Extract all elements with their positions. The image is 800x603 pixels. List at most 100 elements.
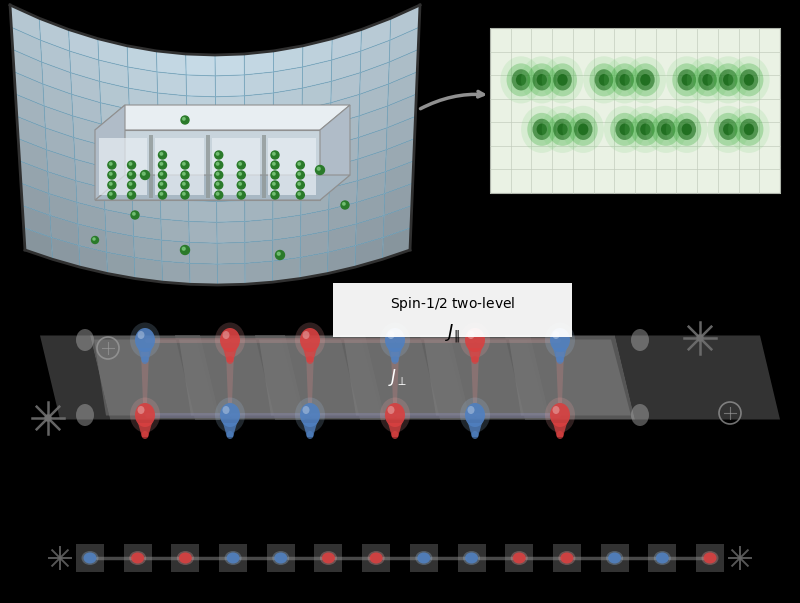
Polygon shape — [95, 105, 350, 130]
Ellipse shape — [300, 328, 320, 352]
Polygon shape — [186, 75, 215, 97]
Circle shape — [318, 167, 320, 170]
FancyBboxPatch shape — [333, 283, 572, 337]
FancyBboxPatch shape — [696, 544, 724, 572]
Polygon shape — [245, 177, 273, 201]
Polygon shape — [160, 198, 189, 221]
Polygon shape — [273, 215, 301, 240]
FancyBboxPatch shape — [362, 544, 390, 572]
Polygon shape — [420, 335, 550, 420]
Polygon shape — [95, 175, 350, 200]
Polygon shape — [215, 96, 245, 118]
Polygon shape — [382, 228, 411, 259]
Ellipse shape — [521, 56, 562, 104]
Circle shape — [273, 153, 275, 155]
Polygon shape — [358, 128, 387, 159]
Ellipse shape — [463, 551, 480, 565]
Polygon shape — [94, 339, 216, 415]
Circle shape — [181, 181, 189, 189]
Polygon shape — [388, 423, 402, 437]
Polygon shape — [328, 224, 356, 252]
Polygon shape — [186, 54, 215, 76]
Ellipse shape — [527, 113, 556, 146]
Ellipse shape — [686, 56, 728, 104]
Circle shape — [238, 191, 246, 199]
Ellipse shape — [471, 431, 478, 439]
Polygon shape — [46, 150, 76, 181]
Circle shape — [273, 163, 275, 165]
Ellipse shape — [418, 552, 430, 563]
Circle shape — [216, 163, 219, 165]
Ellipse shape — [578, 124, 588, 135]
Polygon shape — [39, 18, 70, 51]
Ellipse shape — [636, 119, 654, 140]
Ellipse shape — [465, 328, 485, 352]
Polygon shape — [217, 242, 245, 264]
Polygon shape — [300, 231, 328, 257]
Circle shape — [238, 161, 246, 169]
Polygon shape — [244, 51, 274, 75]
Ellipse shape — [625, 56, 666, 104]
Polygon shape — [355, 238, 383, 267]
Polygon shape — [138, 348, 152, 362]
Ellipse shape — [615, 119, 634, 140]
Ellipse shape — [215, 397, 245, 432]
Polygon shape — [134, 236, 162, 261]
Ellipse shape — [533, 69, 551, 90]
Ellipse shape — [583, 56, 625, 104]
Circle shape — [296, 191, 304, 199]
Ellipse shape — [306, 431, 314, 439]
Ellipse shape — [558, 551, 575, 565]
Ellipse shape — [295, 323, 325, 358]
Ellipse shape — [714, 63, 742, 96]
Ellipse shape — [226, 552, 239, 563]
Polygon shape — [130, 130, 159, 156]
Ellipse shape — [631, 113, 660, 146]
Ellipse shape — [558, 74, 568, 86]
Polygon shape — [75, 159, 104, 188]
Polygon shape — [157, 51, 186, 75]
Ellipse shape — [651, 113, 681, 146]
Polygon shape — [190, 242, 218, 264]
Polygon shape — [301, 188, 329, 215]
Circle shape — [342, 203, 345, 205]
Circle shape — [93, 238, 95, 240]
Ellipse shape — [512, 69, 530, 90]
Ellipse shape — [553, 406, 559, 414]
Ellipse shape — [723, 124, 734, 135]
Polygon shape — [360, 62, 390, 94]
Ellipse shape — [460, 397, 490, 432]
Polygon shape — [155, 138, 203, 195]
Ellipse shape — [744, 124, 754, 135]
Ellipse shape — [640, 124, 650, 135]
Ellipse shape — [460, 323, 490, 358]
Polygon shape — [302, 81, 331, 109]
Polygon shape — [223, 423, 237, 437]
Polygon shape — [131, 173, 160, 198]
Polygon shape — [99, 138, 147, 195]
Ellipse shape — [604, 56, 646, 104]
Polygon shape — [189, 221, 217, 243]
Ellipse shape — [142, 356, 149, 364]
Polygon shape — [216, 159, 245, 180]
Polygon shape — [101, 103, 130, 130]
Circle shape — [131, 211, 139, 219]
Polygon shape — [302, 39, 332, 67]
Ellipse shape — [380, 397, 410, 432]
Polygon shape — [355, 215, 384, 245]
Polygon shape — [79, 245, 107, 274]
Polygon shape — [468, 348, 482, 362]
Polygon shape — [244, 72, 274, 96]
Ellipse shape — [707, 106, 749, 153]
Ellipse shape — [666, 106, 707, 153]
Ellipse shape — [302, 331, 310, 339]
Polygon shape — [330, 94, 360, 124]
Polygon shape — [331, 73, 360, 103]
Ellipse shape — [693, 63, 722, 96]
Ellipse shape — [272, 551, 290, 565]
Ellipse shape — [545, 323, 575, 358]
Polygon shape — [206, 135, 210, 198]
Ellipse shape — [734, 63, 763, 96]
Polygon shape — [138, 423, 152, 437]
Ellipse shape — [179, 552, 192, 563]
